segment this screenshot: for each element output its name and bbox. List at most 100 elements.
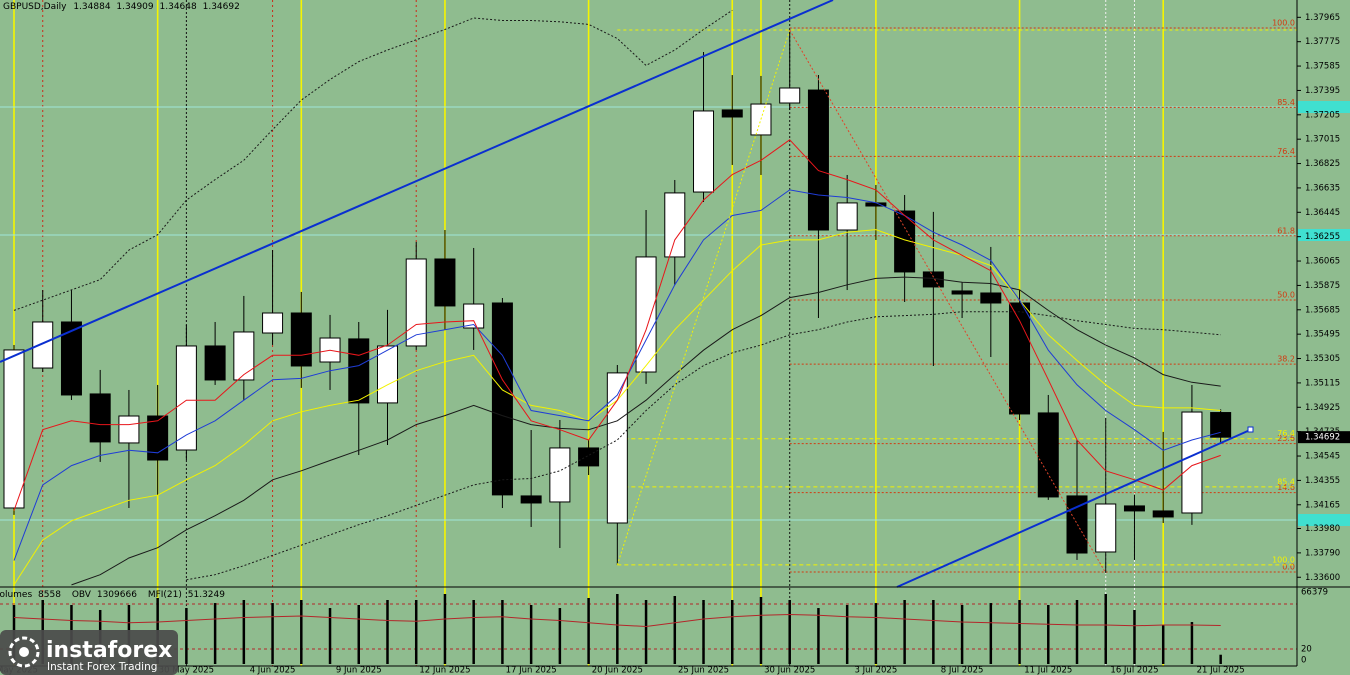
logo-background <box>0 630 178 675</box>
y-tick-label: 1.33980 <box>1305 524 1340 534</box>
candle-body <box>894 210 916 273</box>
fib-label: 85.4 <box>1277 98 1295 107</box>
obv-value: 1309666 <box>97 590 137 600</box>
x-tick-label: 30 Jun 2025 <box>764 666 815 675</box>
fib-label: 85.4 <box>1277 477 1295 486</box>
moving-average <box>13 189 1221 561</box>
trend-line <box>896 429 1251 588</box>
fib-label: 100.0 <box>1272 18 1295 27</box>
candle-body <box>147 415 169 461</box>
axis-layer: 1.37965 1.37775 1.37585 1.37395 1.37205 1.370… <box>0 13 1350 675</box>
header-close: 1.34692 <box>203 2 240 12</box>
x-tick-label: 21 Jul 2025 <box>1197 666 1245 675</box>
header-high: 1.34909 <box>116 2 153 12</box>
trend-line <box>0 0 834 363</box>
current-price-label: 1.34692 <box>1305 433 1340 443</box>
logo-name: instaforex <box>46 638 172 663</box>
mfi-tick-label: 20 <box>1301 645 1312 655</box>
y-tick-label: 1.34925 <box>1305 403 1340 413</box>
indicator-layer <box>0 9 1297 664</box>
candle-body <box>1037 412 1059 498</box>
fib-label: 76.4 <box>1277 147 1295 156</box>
y-tick-label: 1.35305 <box>1305 354 1340 364</box>
y-tick-label: 1.37015 <box>1305 135 1340 145</box>
candle-body <box>693 110 715 193</box>
volume-value: 8558 <box>38 590 61 600</box>
x-tick-label: 9 Jun 2025 <box>336 666 382 675</box>
volume-tick-label: 0 <box>1301 656 1306 666</box>
x-tick-label: 25 Jun 2025 <box>678 666 729 675</box>
fib-label: 100.0 <box>1272 555 1295 564</box>
y-tick-label: 1.34545 <box>1305 452 1340 462</box>
candle-body <box>204 345 226 381</box>
candle-body <box>807 89 829 231</box>
chart-header: GBPUSD,Daily 1.34884 1.34909 1.34648 1.3… <box>3 2 240 12</box>
header-low: 1.34648 <box>160 2 197 12</box>
logo-tagline: Instant Forex Trading <box>47 661 157 673</box>
candle-body <box>578 447 600 467</box>
trend-line-handle <box>1247 426 1254 433</box>
swing-line <box>616 29 791 566</box>
candle-body <box>951 290 973 295</box>
fib-label: 38.2 <box>1277 355 1295 364</box>
candle-body <box>491 302 513 496</box>
candle-body <box>463 303 485 329</box>
x-tick-label: 3 Jul 2025 <box>855 666 898 675</box>
candles-layer <box>3 30 1232 574</box>
y-tick-label: 1.33600 <box>1305 573 1340 583</box>
candle-body <box>262 312 284 334</box>
level-marker <box>1298 229 1350 241</box>
candle-body <box>405 258 427 347</box>
moving-average <box>186 311 1221 581</box>
candle-body <box>549 447 571 503</box>
candle-body <box>348 338 370 404</box>
subpanel-header: Volumes 8558 OBV 1309666 MFI(21) 51.3249 <box>0 590 225 600</box>
candle-body <box>1095 503 1117 553</box>
y-tick-label: 1.37775 <box>1305 37 1340 47</box>
swing-line <box>789 29 1107 574</box>
fib-label: 50.0 <box>1277 290 1295 299</box>
x-tick-label: 11 Jul 2025 <box>1024 666 1072 675</box>
fib-label: 61.8 <box>1277 226 1295 235</box>
level-marker <box>1298 514 1350 526</box>
volume-label: Volumes <box>0 590 32 600</box>
x-tick-label: 8 Jul 2025 <box>941 666 984 675</box>
y-tick-label: 1.34355 <box>1305 476 1340 486</box>
candle-body <box>32 321 54 369</box>
logo-icon <box>19 647 29 657</box>
logo: instaforex Instant Forex Trading <box>0 630 178 675</box>
candle-body <box>118 415 140 444</box>
candle-body <box>520 495 542 504</box>
y-tick-label: 1.36635 <box>1305 183 1340 193</box>
candle-body <box>635 256 657 373</box>
x-tick-label: 20 Jun 2025 <box>592 666 643 675</box>
obv-label: OBV <box>72 590 92 600</box>
symbol: GBPUSD,Daily <box>3 2 67 12</box>
y-tick-label: 1.35685 <box>1305 305 1340 315</box>
x-tick-label: 4 Jun 2025 <box>250 666 296 675</box>
candle-body <box>980 292 1002 304</box>
y-tick-label: 1.37585 <box>1305 62 1340 72</box>
y-tick-label: 1.35495 <box>1305 330 1340 340</box>
fib-label: 0.0 <box>1282 562 1295 571</box>
candle-body <box>89 393 111 443</box>
candle-body <box>1181 411 1203 514</box>
mfi-label: MFI(21) <box>148 590 182 600</box>
y-tick-label: 1.37965 <box>1305 13 1340 23</box>
level-marker <box>1298 101 1350 113</box>
y-tick-label: 1.33790 <box>1305 548 1340 558</box>
y-tick-label: 1.35115 <box>1305 378 1340 388</box>
candle-body <box>606 372 628 524</box>
candle-body <box>1123 505 1145 512</box>
mfi-value: 51.3249 <box>188 590 225 600</box>
current-price-box <box>1298 431 1350 444</box>
fib-label: 76.4 <box>1277 429 1295 438</box>
candle-body <box>836 202 858 231</box>
y-tick-label: 1.37395 <box>1305 86 1340 96</box>
moving-average <box>13 9 733 311</box>
volume-tick-label: 66379 <box>1301 588 1328 598</box>
x-tick-label: 12 Jun 2025 <box>419 666 470 675</box>
x-tick-label: 17 Jun 2025 <box>506 666 557 675</box>
